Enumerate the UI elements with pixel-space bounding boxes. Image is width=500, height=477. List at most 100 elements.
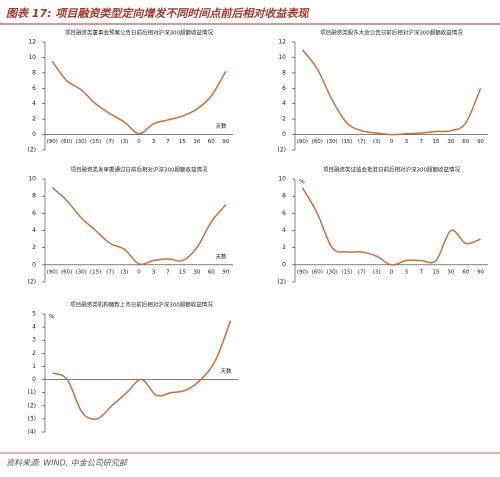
line-series [301,49,482,136]
x-tick-label: 3 [152,269,156,275]
y-tick-label: 4 [32,227,36,234]
y-tick-label: 0 [32,261,36,268]
y-tick-label: 1 [32,363,36,370]
x-tick-label: (15) [341,139,352,145]
x-tick-label: 60 [462,139,469,145]
y-tick-label: (2) [278,147,287,154]
y-tick-label: 12 [28,39,36,46]
x-tick-label: 15 [433,139,440,145]
x-tick-label: 15 [433,269,440,275]
y-tick-label: 0 [32,131,36,138]
x-tick-label: 60 [462,269,469,275]
x-tick-label: (7) [358,269,366,275]
x-tick-label: (3) [373,139,381,145]
y-tick-label: 6 [282,210,286,217]
y-tick-label: 4 [282,100,286,107]
x-tick-label: 30 [193,269,200,275]
x-tick-label: (3) [121,269,129,275]
line-series [52,320,232,420]
figure-title: 图表 17: 项目融资类型定向增发不同时间点前后相对收益表现 [6,7,310,20]
x-tick-label: 30 [193,139,200,145]
line-series [51,60,227,135]
y-tick-label: (3) [28,415,37,422]
line-series [51,187,227,266]
y-tick-label: 3 [32,337,36,344]
y-tick-label: 10 [278,54,286,61]
x-tick-label: (30) [326,139,337,145]
x-tick-label: (60) [61,139,72,145]
source: 资料来源: WIND, 中金公司研究部 [6,459,129,468]
x-tick-label: (7) [106,139,114,145]
x-tick-label: 60 [208,269,215,275]
y-tick-label: 2 [32,350,36,357]
x-tick-label: (7) [106,269,114,275]
x-tick-label: (90) [297,269,308,275]
y-tick-label: (2) [28,147,37,154]
chart-title: 项目融资类证监会批准日前后相对沪深300超额收益情况 [323,166,460,174]
y-tick-label: 8 [32,193,36,200]
y-tick-label: (4) [28,429,37,436]
x-tick-label: 0 [137,269,141,275]
x-tick-label: 90 [477,139,484,145]
x-tick-label: 0 [137,139,141,145]
x-tick-label: 15 [179,269,186,275]
x-tick-label: (15) [90,269,101,275]
chart-title: 项目融资类股东大会公告日前后相对沪深300超额收益情况 [320,29,463,37]
x-tick-label: 30 [447,139,454,145]
y-tick-label: 6 [282,85,286,92]
x-tick-label: 3 [405,139,409,145]
y-unit: % [49,314,55,321]
y-tick-label: 2 [282,244,286,251]
x-tick-label: 3 [152,139,156,145]
y-tick-label: 2 [282,116,286,123]
y-tick-label: (2) [28,279,37,286]
x-tick-label: (15) [90,139,101,145]
y-tick-label: 8 [32,69,36,76]
x-tick-label: (30) [76,269,87,275]
x-tick-label: (90) [47,139,58,145]
x-tick-label: 15 [179,139,186,145]
y-tick-label: 4 [282,227,286,234]
y-tick-label: 4 [32,324,36,331]
x-tick-label: 90 [222,269,229,275]
y-tick-label: 6 [32,85,36,92]
x-tick-label: (15) [341,269,352,275]
x-tick-label: 7 [419,139,423,145]
x-axis-label: 天数 [215,252,227,260]
x-tick-label: 0 [390,139,394,145]
x-axis-label: 天数 [215,122,227,130]
x-tick-label: (90) [47,269,58,275]
x-tick-label: 90 [477,269,484,275]
y-tick-label: 10 [28,176,36,183]
y-tick-label: 6 [32,210,36,217]
chart-title: 项目融资类发审委通过日前后相对沪深300超额收益情况 [71,166,208,174]
y-tick-label: 12 [278,39,286,46]
chart-title: 项目融资类机构缴款上市日前后相对沪深300超额收益情况 [70,301,213,309]
line-series [301,187,481,266]
x-tick-label: (60) [61,269,72,275]
x-tick-label: 7 [166,139,170,145]
chart-title: 项目融资类董事会预案公告日前后相对沪深300超额收益情况 [65,29,213,37]
x-axis-label: 天数 [220,367,232,375]
x-tick-label: (60) [312,269,323,275]
y-tick-label: 0 [32,376,36,383]
x-tick-label: (7) [358,139,366,145]
x-tick-label: (30) [76,139,87,145]
x-tick-label: (30) [326,269,337,275]
y-tick-label: 0 [282,131,286,138]
y-tick-label: 2 [32,244,36,251]
y-tick-label: 8 [282,69,286,76]
x-tick-label: 90 [222,139,229,145]
y-tick-label: (2) [28,402,37,409]
y-tick-label: 0 [282,261,286,268]
y-unit: % [299,179,305,186]
y-tick-label: 8 [282,193,286,200]
x-tick-label: (60) [312,139,323,145]
x-tick-label: 3 [405,269,409,275]
y-tick-label: (2) [278,279,287,286]
x-tick-label: 30 [447,269,454,275]
y-tick-label: 4 [32,100,36,107]
y-tick-label: 2 [32,116,36,123]
y-tick-label: (1) [28,389,37,396]
